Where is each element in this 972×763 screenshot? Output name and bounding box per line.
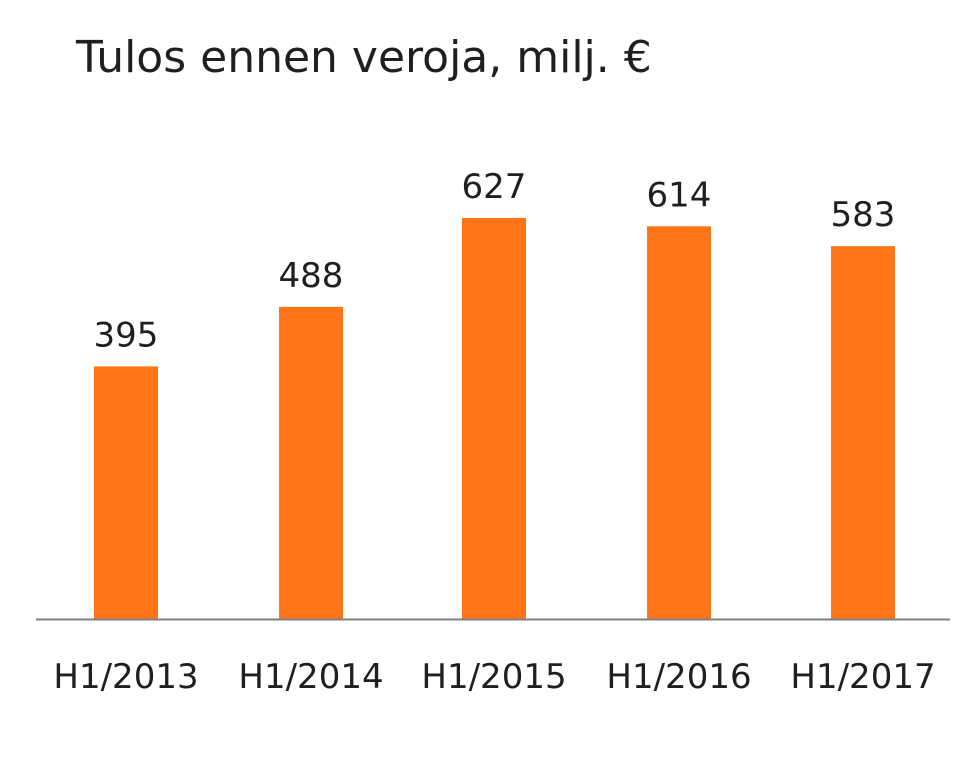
x-tick-label: H1/2013 [53, 657, 198, 697]
data-label: 627 [462, 167, 527, 207]
x-tick-label: H1/2016 [606, 657, 751, 697]
bar-group [94, 218, 895, 619]
data-label: 488 [279, 256, 344, 296]
data-label: 395 [94, 315, 159, 355]
bar-h1-2014 [279, 306, 343, 619]
x-tick-label-group: H1/2013 H1/2014 H1/2015 H1/2016 H1/2017 [53, 657, 935, 697]
x-tick-label: H1/2017 [790, 657, 935, 697]
chart-title: Tulos ennen veroja, milj. € [76, 32, 652, 83]
x-tick-label: H1/2014 [238, 657, 383, 697]
bar-h1-2017 [831, 246, 895, 619]
data-label-group: 395 488 627 614 583 [94, 167, 896, 355]
x-tick-label: H1/2015 [421, 657, 566, 697]
bar-h1-2015 [462, 218, 526, 619]
data-label: 583 [831, 195, 896, 235]
bar-h1-2016 [647, 226, 711, 619]
data-label: 614 [647, 175, 712, 215]
bar-h1-2013 [94, 366, 158, 619]
